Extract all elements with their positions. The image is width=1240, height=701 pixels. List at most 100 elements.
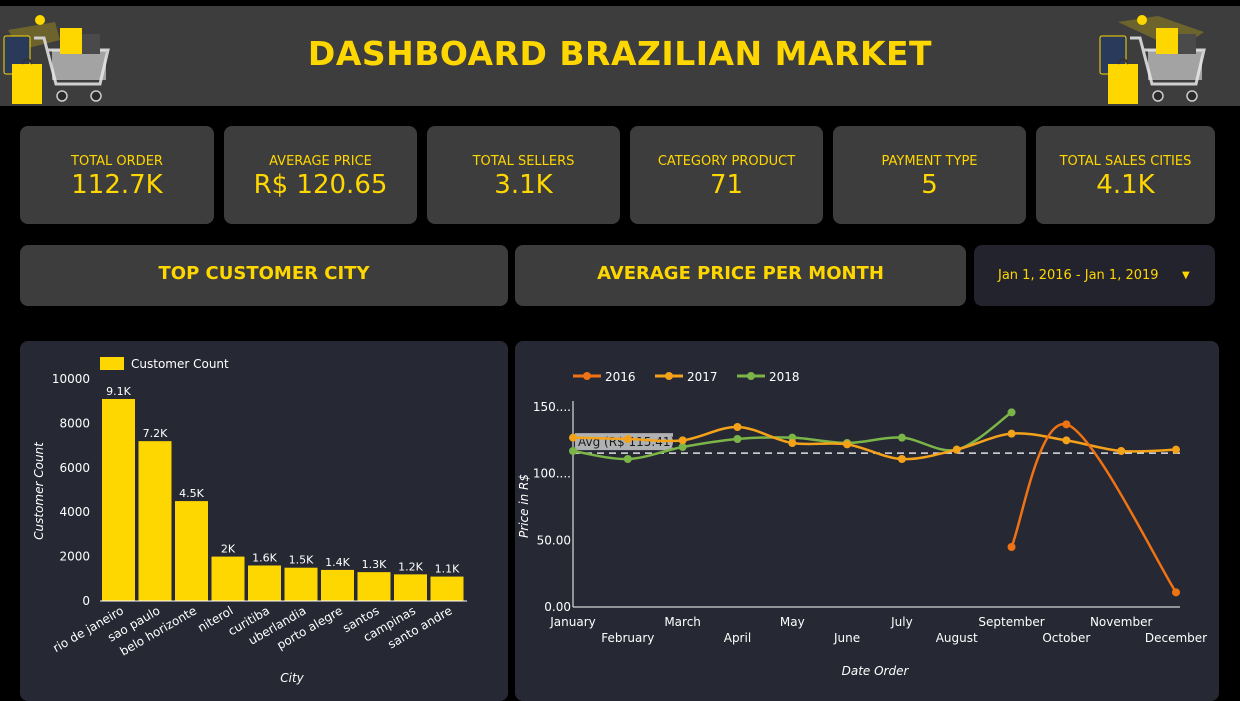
y-tick-label: 100.... bbox=[533, 467, 571, 481]
date-range-filter[interactable]: Jan 1, 2016 - Jan 1, 2019 ▼ bbox=[974, 245, 1215, 306]
bar-chart-panel: Customer Count 0 2000 4000 6000 8000 10000 Cust… bbox=[20, 341, 508, 701]
legend-swatch bbox=[100, 357, 124, 370]
y-axis-label: Price in R$ bbox=[517, 474, 531, 538]
legend-marker bbox=[583, 372, 591, 380]
data-point-2017[interactable] bbox=[788, 439, 797, 447]
y-tick-label: 150.... bbox=[533, 400, 571, 414]
kpi-value: 3.1K bbox=[494, 170, 553, 200]
x-tick-label: January bbox=[549, 615, 596, 629]
bar-data-label: 7.2K bbox=[143, 427, 168, 440]
legend-label: 2017 bbox=[687, 370, 718, 384]
data-point-2017[interactable] bbox=[1007, 429, 1016, 438]
data-point-2016[interactable] bbox=[1007, 543, 1016, 551]
kpi-category-product: CATEGORY PRODUCT 71 bbox=[630, 126, 823, 224]
y-axis-label: Customer Count bbox=[32, 441, 46, 540]
bar-data-label: 4.5K bbox=[179, 487, 204, 500]
y-tick-label: 4000 bbox=[59, 505, 90, 519]
kpi-value: R$ 120.65 bbox=[253, 170, 388, 200]
bar-data-label: 1.4K bbox=[325, 556, 350, 569]
bar-data-label: 1.1K bbox=[435, 563, 460, 576]
data-point-2016[interactable] bbox=[1062, 420, 1071, 429]
kpi-total-order: TOTAL ORDER 112.7K bbox=[20, 126, 214, 224]
bar[interactable] bbox=[284, 567, 318, 601]
bar[interactable] bbox=[357, 572, 391, 601]
kpi-label: TOTAL SELLERS bbox=[472, 154, 575, 169]
dashboard-title: DASHBOARD BRAZILIAN MARKET bbox=[307, 34, 933, 73]
data-point-2017[interactable] bbox=[623, 435, 632, 443]
bar[interactable] bbox=[102, 398, 135, 601]
series-line-2017[interactable] bbox=[572, 425, 1177, 461]
x-tick-label: May bbox=[780, 615, 805, 629]
kpi-total-sales-cities: TOTAL SALES CITIES 4.1K bbox=[1036, 126, 1215, 224]
bar[interactable] bbox=[394, 574, 427, 601]
line-chart-panel: 2016 2017 2018 0.00 50.00 100.... 150.... Price… bbox=[515, 341, 1219, 701]
y-tick-label: 0 bbox=[82, 594, 90, 608]
data-point-2017[interactable] bbox=[1172, 445, 1180, 454]
x-tick-label: April bbox=[724, 631, 751, 645]
data-point-2018[interactable] bbox=[623, 455, 632, 463]
data-point-2017[interactable] bbox=[1117, 447, 1126, 455]
y-tick-label: 2000 bbox=[59, 550, 90, 564]
x-axis-label: Date Order bbox=[842, 664, 910, 678]
data-point-2017[interactable] bbox=[843, 440, 852, 449]
x-tick-label: June bbox=[833, 631, 860, 645]
section-title-top-customer-city: TOP CUSTOMER CITY bbox=[20, 245, 508, 306]
data-point-2017[interactable] bbox=[678, 436, 687, 445]
data-point-2018[interactable] bbox=[569, 447, 577, 455]
bar-data-label: 2K bbox=[221, 543, 236, 556]
bar[interactable] bbox=[321, 569, 354, 601]
date-range-value: Jan 1, 2016 - Jan 1, 2019 bbox=[998, 268, 1159, 283]
bar[interactable] bbox=[138, 441, 172, 601]
kpi-label: PAYMENT TYPE bbox=[881, 154, 978, 169]
kpi-average-price: AVERAGE PRICE R$ 120.65 bbox=[224, 126, 417, 224]
series-line-2016[interactable] bbox=[1010, 423, 1178, 594]
y-tick-label: 8000 bbox=[59, 416, 90, 430]
kpi-value: 5 bbox=[921, 170, 938, 200]
data-point-2018[interactable] bbox=[733, 435, 742, 443]
bar[interactable] bbox=[211, 556, 245, 601]
x-tick-label: October bbox=[1042, 631, 1090, 645]
kpi-label: AVERAGE PRICE bbox=[269, 154, 372, 169]
bar-data-label: 1.3K bbox=[362, 558, 387, 571]
shopping-cart-logo-icon-right bbox=[1099, 15, 1206, 104]
kpi-label: TOTAL SALES CITIES bbox=[1059, 154, 1192, 169]
data-point-2017[interactable] bbox=[569, 433, 577, 442]
chevron-down-icon[interactable]: ▼ bbox=[1182, 270, 1190, 281]
x-tick-label: February bbox=[601, 631, 654, 645]
kpi-total-sellers: TOTAL SELLERS 3.1K bbox=[427, 126, 620, 224]
data-point-2018[interactable] bbox=[897, 433, 906, 442]
kpi-value: 71 bbox=[709, 170, 744, 200]
x-axis-label: City bbox=[280, 671, 304, 685]
y-tick-label: 0.00 bbox=[544, 600, 571, 614]
data-point-2017[interactable] bbox=[733, 423, 742, 431]
kpi-value: 4.1K bbox=[1096, 170, 1155, 200]
legend-label: Customer Count bbox=[131, 357, 229, 371]
x-tick-label: December bbox=[1145, 631, 1207, 645]
bar-data-label: 1.2K bbox=[398, 560, 423, 573]
data-point-2018[interactable] bbox=[1007, 408, 1016, 417]
y-tick-label: 10000 bbox=[52, 372, 90, 386]
data-point-2017[interactable] bbox=[1062, 436, 1071, 445]
bar[interactable] bbox=[248, 565, 281, 601]
data-point-2017[interactable] bbox=[897, 455, 906, 463]
average-price-line-chart: 2016 2017 2018 0.00 50.00 100.... 150.... Price… bbox=[517, 370, 1207, 678]
x-tick-label: November bbox=[1090, 615, 1152, 629]
kpi-payment-type: PAYMENT TYPE 5 bbox=[833, 126, 1026, 224]
bar[interactable] bbox=[430, 576, 464, 601]
kpi-label: TOTAL ORDER bbox=[71, 154, 163, 169]
bar-data-label: 1.5K bbox=[289, 554, 314, 567]
x-tick-label: March bbox=[664, 615, 701, 629]
data-point-2017[interactable] bbox=[952, 445, 961, 454]
x-tick-label: September bbox=[978, 615, 1044, 629]
shopping-cart-logo-icon bbox=[3, 15, 110, 104]
bar[interactable] bbox=[175, 501, 208, 601]
legend-label: 2016 bbox=[605, 370, 636, 384]
bar-data-label: 1.6K bbox=[252, 551, 277, 564]
section-title-average-price: AVERAGE PRICE PER MONTH bbox=[515, 245, 966, 306]
bar-data-label: 9.1K bbox=[106, 385, 131, 398]
data-point-2016[interactable] bbox=[1172, 588, 1180, 597]
data-point-2018[interactable] bbox=[678, 443, 687, 451]
x-tick-label: July bbox=[890, 615, 913, 629]
legend-marker bbox=[747, 372, 755, 380]
kpi-value: 112.7K bbox=[71, 170, 163, 200]
